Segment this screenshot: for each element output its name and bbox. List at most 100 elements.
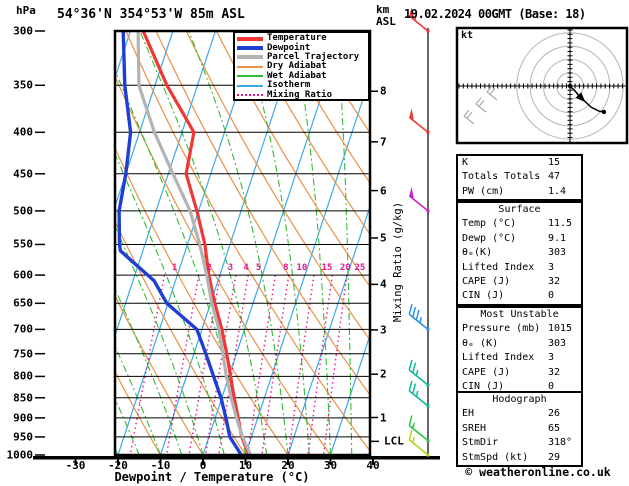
panel-row-value: 47 bbox=[548, 171, 561, 183]
lcl-marker-label: LCL bbox=[384, 434, 404, 448]
asl-axis-unit-label: ASL bbox=[376, 15, 396, 28]
legend-item: Mixing Ratio bbox=[237, 90, 368, 99]
pressure-tick-label: 800 bbox=[13, 369, 33, 383]
legend-line-swatch bbox=[237, 75, 263, 78]
panel-row-value: 1015 bbox=[548, 323, 573, 335]
temperature-axis-title: Dewpoint / Temperature (°C) bbox=[114, 470, 310, 484]
indices-panel-box: Surface Temp (°C) 11.5 Dewp (°C) 9.1 θₑ(K) 303… bbox=[456, 201, 583, 306]
pressure-tick-label: 650 bbox=[13, 296, 33, 310]
temperature-tick-label: 30 bbox=[323, 459, 338, 472]
panel-row: CIN (J) 0 bbox=[458, 380, 581, 394]
panel-section-title: Surface bbox=[498, 204, 541, 215]
panel-row-label: Lifted Index bbox=[462, 261, 535, 273]
indices-panel-box: Hodograph EH 26 SREH 65 StmDir 318° StmSpd (kt)… bbox=[456, 391, 583, 467]
legend-item-label: Temperature bbox=[267, 33, 327, 44]
pressure-tick-label: 950 bbox=[13, 430, 33, 444]
mixing-ratio-value-label: 25 bbox=[354, 263, 366, 273]
panel-row-value: 26 bbox=[548, 408, 561, 420]
km-tick-label: 5 bbox=[380, 231, 387, 245]
legend-item: Parcel Trajectory bbox=[237, 52, 368, 62]
indices-panel-box: K 15 Totals Totals 47 PW (cm) 1.4 bbox=[456, 154, 583, 202]
panel-row-value: 0 bbox=[548, 290, 555, 302]
panel-row-value: 1.4 bbox=[548, 185, 567, 197]
legend-line-swatch bbox=[237, 55, 263, 60]
temperature-tick-label: 40 bbox=[366, 459, 380, 472]
panel-row-value: 15 bbox=[548, 157, 561, 168]
pressure-tick-label: 900 bbox=[13, 411, 33, 425]
legend-item-label: Isotherm bbox=[267, 80, 311, 91]
panel-row: θₑ(K) 303 bbox=[458, 246, 581, 260]
temperature-tick-label: -20 bbox=[108, 459, 128, 472]
panel-row: SREH 65 bbox=[458, 422, 581, 436]
panel-row: Pressure (mb) 1015 bbox=[458, 322, 581, 336]
legend-item: Temperature bbox=[237, 34, 368, 43]
legend-item: Wet Adiabat bbox=[237, 70, 368, 81]
panel-row-value: 303 bbox=[548, 247, 567, 259]
panel-row-label: θₑ (K) bbox=[462, 337, 499, 349]
panel-row-label: CAPE (J) bbox=[462, 366, 511, 378]
panel-row-label: PW (cm) bbox=[462, 185, 505, 197]
panel-row: StmDir 318° bbox=[458, 436, 581, 450]
panel-row-label: Temp (°C) bbox=[462, 218, 517, 230]
panel-row-label: EH bbox=[462, 408, 475, 420]
legend-item: Isotherm bbox=[237, 81, 368, 90]
km-axis-unit-label: km bbox=[376, 3, 390, 16]
pressure-tick-label: 1000 bbox=[6, 448, 34, 462]
panel-row-value: 32 bbox=[548, 366, 561, 378]
mixing-ratio-value-label: 1 bbox=[171, 263, 178, 273]
pressure-tick-label: 400 bbox=[13, 125, 33, 139]
hodograph bbox=[455, 26, 629, 145]
km-tick-label: 8 bbox=[380, 84, 387, 98]
pressure-tick-label: 500 bbox=[13, 204, 33, 218]
panel-row-value: 9.1 bbox=[548, 232, 567, 244]
mixing-ratio-value-label: 3 bbox=[227, 263, 234, 273]
panel-row: CIN (J) 0 bbox=[458, 289, 581, 303]
panel-row-label: CIN (J) bbox=[462, 380, 505, 392]
mixing-ratio-value-label: 4 bbox=[243, 263, 249, 273]
mixing-ratio-axis-label: Mixing Ratio (g/kg) bbox=[392, 201, 404, 323]
mixing-ratio-value-label: 2 bbox=[206, 263, 212, 273]
km-tick-label: 3 bbox=[380, 323, 387, 337]
panel-row: EH 26 bbox=[458, 407, 581, 421]
panel-row-value: 32 bbox=[548, 275, 561, 287]
pressure-tick-label: 550 bbox=[13, 237, 33, 251]
panel-row-value: 3 bbox=[548, 261, 555, 273]
panel-row: CAPE (J) 32 bbox=[458, 366, 581, 380]
panel-row-value: 3 bbox=[548, 352, 555, 364]
panel-row-label: K bbox=[462, 157, 469, 168]
pressure-tick-label: 450 bbox=[13, 167, 33, 181]
temperature-axis-line bbox=[33, 456, 440, 460]
legend-item-label: Wet Adiabat bbox=[267, 70, 327, 81]
pressure-tick-label: 700 bbox=[13, 322, 33, 336]
wind-barb-column bbox=[408, 6, 430, 459]
temperature-tick-label: -30 bbox=[65, 459, 86, 472]
panel-row-label: Totals Totals bbox=[462, 171, 541, 183]
temperature-tick-label: -10 bbox=[150, 459, 171, 472]
km-tick-label: 4 bbox=[380, 277, 387, 291]
pressure-tick-label: 750 bbox=[13, 347, 33, 361]
km-tick-label: 7 bbox=[380, 135, 387, 149]
legend-line-swatch bbox=[237, 36, 263, 41]
parcel-trajectory-line bbox=[136, 31, 253, 455]
legend-item-label: Dewpoint bbox=[267, 42, 311, 53]
pressure-tick-label: 600 bbox=[13, 268, 33, 282]
panel-row-label: StmSpd (kt) bbox=[462, 451, 529, 463]
panel-row: Temp (°C) 11.5 bbox=[458, 217, 581, 231]
legend-item: Dewpoint bbox=[237, 43, 368, 52]
mixing-ratio-value-label: 5 bbox=[255, 263, 262, 273]
mixing-ratio-value-label: 20 bbox=[339, 263, 351, 273]
panel-row: CAPE (J) 32 bbox=[458, 275, 581, 289]
panel-row: PW (cm) 1.4 bbox=[458, 185, 581, 199]
hodograph-unit-label: kt bbox=[461, 30, 474, 41]
panel-row: Totals Totals 47 bbox=[458, 170, 581, 184]
temperature-tick-label: 10 bbox=[238, 459, 253, 472]
legend-item-label: Dry Adiabat bbox=[267, 61, 327, 72]
km-tick-label: 1 bbox=[380, 411, 387, 424]
panel-row: K 15 bbox=[458, 156, 581, 170]
hodograph-border bbox=[455, 26, 629, 145]
panel-row: Dewp (°C) 9.1 bbox=[458, 232, 581, 246]
panel-row-label: SREH bbox=[462, 422, 487, 434]
panel-row-label: θₑ(K) bbox=[462, 247, 493, 259]
mixing-ratio-value-label: 10 bbox=[296, 263, 308, 273]
